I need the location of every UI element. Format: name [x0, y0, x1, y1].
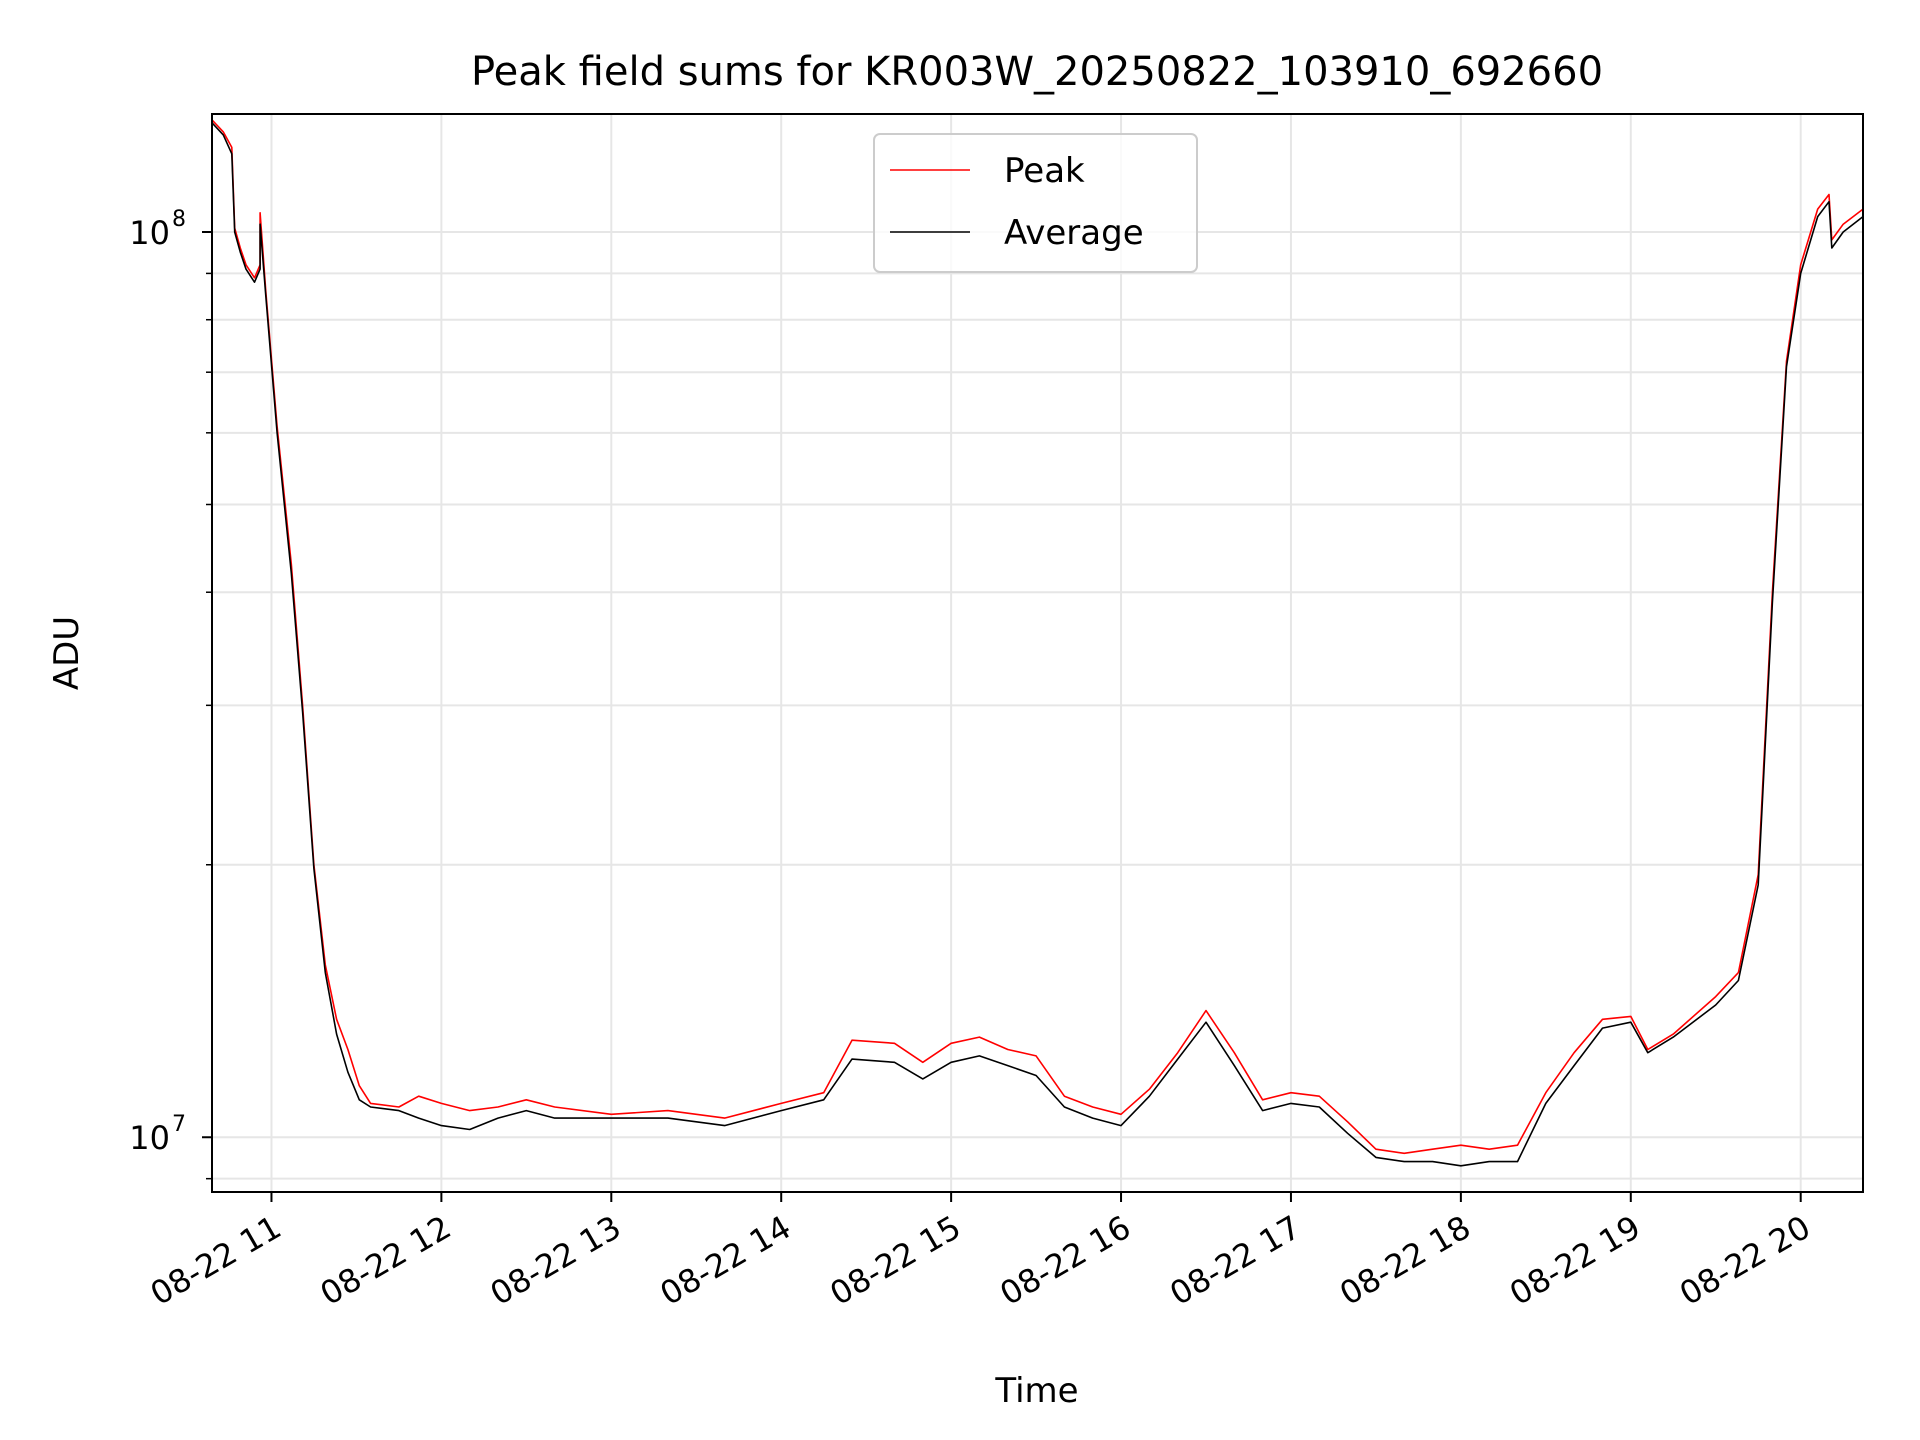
series-line-average [211, 122, 1864, 1167]
legend-label-average: Average [1004, 213, 1144, 253]
plot-series [211, 119, 1864, 1167]
plot-frame [211, 113, 1864, 1193]
y-tick-base: 10 [129, 1119, 170, 1157]
y-axis-label: ADU [47, 616, 87, 690]
x-axis-label: Time [994, 1371, 1078, 1411]
legend: Peak Average [873, 133, 1198, 273]
y-tick-label: 10 8 [129, 207, 186, 252]
y-tick-base: 10 [129, 214, 170, 252]
legend-box [873, 133, 1198, 273]
grid [212, 114, 1863, 1192]
y-tick-exponent: 8 [172, 207, 186, 232]
legend-label-peak: Peak [1004, 151, 1085, 191]
y-tick-exponent: 7 [172, 1112, 186, 1137]
chart-title: Peak field sums for KR003W_20250822_1039… [471, 49, 1603, 95]
y-tick-label: 10 7 [129, 1112, 186, 1157]
